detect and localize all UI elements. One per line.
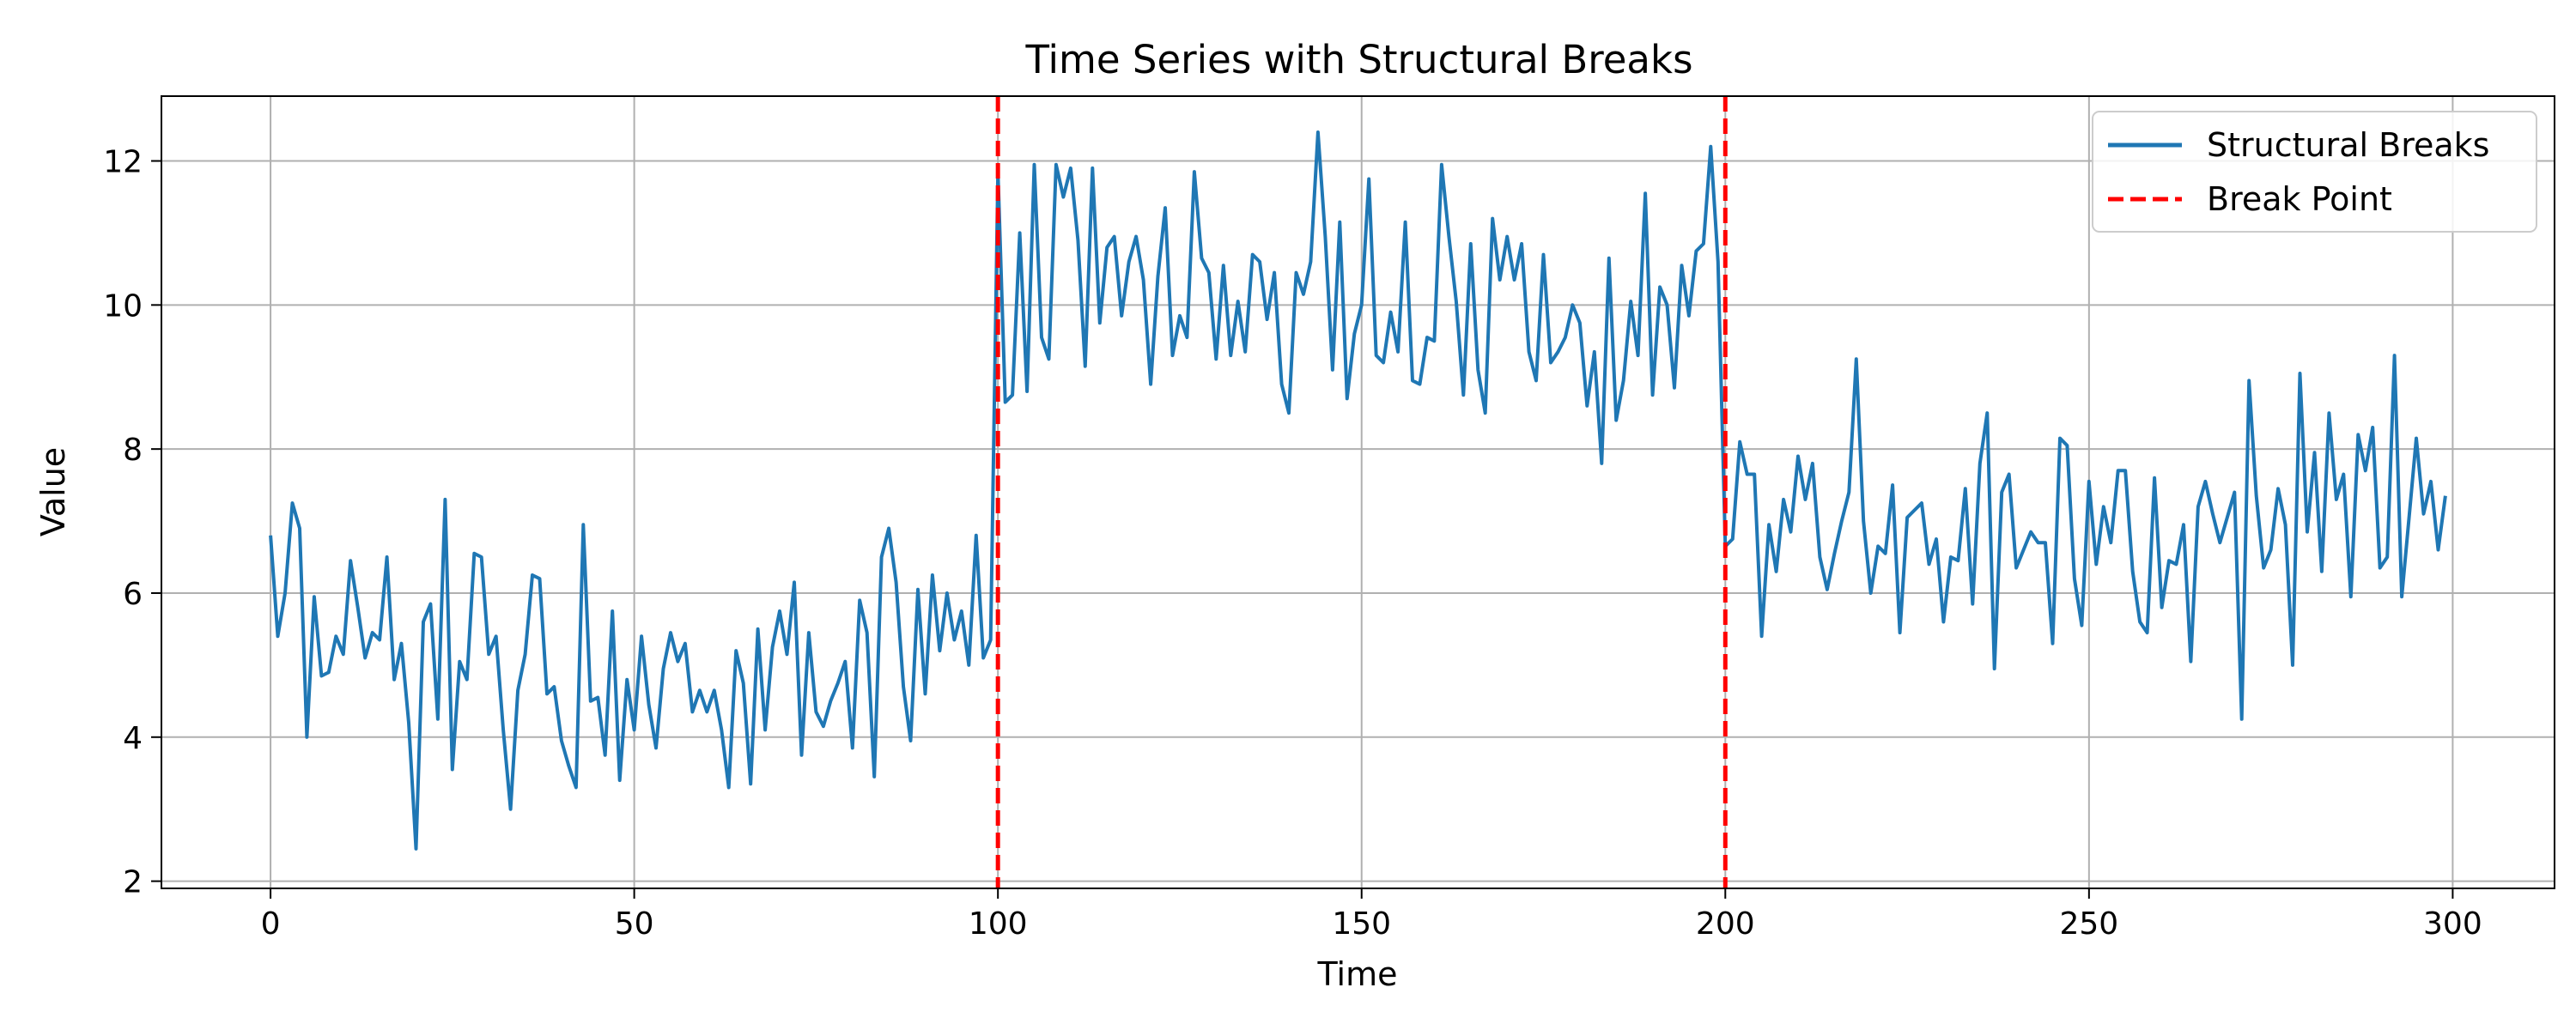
axis-ticks: 0 50 100 150 200 250 300 2 4 6 8 10 12 (103, 145, 2482, 942)
x-tick-label: 250 (2059, 906, 2118, 942)
y-tick-label: 2 (123, 865, 143, 900)
y-tick-label: 8 (123, 433, 143, 468)
x-tick-label: 0 (261, 906, 281, 942)
y-tick-label: 6 (123, 577, 143, 612)
x-tick-label: 100 (969, 906, 1028, 942)
chart-title: Time Series with Structural Breaks (1024, 37, 1692, 82)
plot-frame (161, 95, 2555, 889)
series-line-structural-breaks (269, 130, 2447, 851)
y-axis-label: Value (34, 447, 72, 536)
x-axis-label: Time (1317, 955, 1398, 993)
x-tick-label: 300 (2423, 906, 2482, 942)
x-tick-label: 50 (615, 906, 654, 942)
legend-label-structural-breaks: Structural Breaks (2207, 126, 2489, 164)
x-tick-label: 200 (1696, 906, 1755, 942)
plot-area (269, 96, 2447, 888)
y-tick-label: 4 (123, 721, 143, 756)
legend-box (2092, 111, 2537, 233)
y-tick-label: 10 (103, 288, 143, 324)
legend: Structural Breaks Break Point (2092, 111, 2537, 233)
y-tick-label: 12 (103, 145, 143, 180)
legend-label-break-point: Break Point (2207, 180, 2392, 218)
x-tick-label: 150 (1332, 906, 1391, 942)
